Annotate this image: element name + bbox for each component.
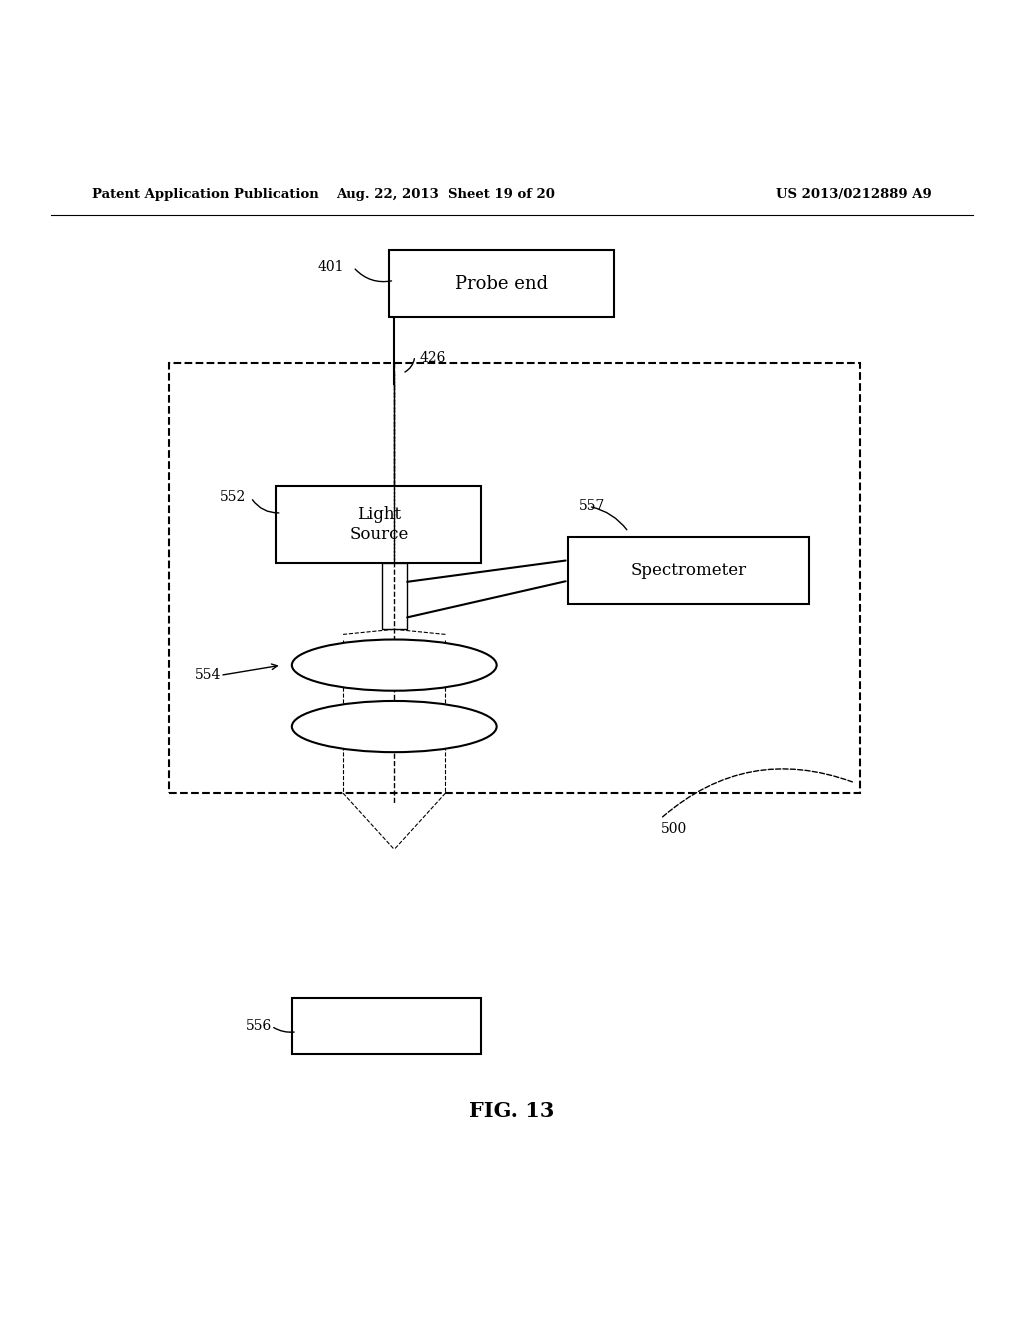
FancyBboxPatch shape: [382, 562, 407, 630]
FancyBboxPatch shape: [276, 486, 481, 562]
Ellipse shape: [292, 701, 497, 752]
Text: US 2013/0212889 A9: US 2013/0212889 A9: [776, 187, 932, 201]
Text: 401: 401: [317, 260, 344, 275]
Text: 557: 557: [579, 499, 605, 513]
Text: Patent Application Publication: Patent Application Publication: [92, 187, 318, 201]
Text: 552: 552: [220, 491, 247, 504]
Text: FIG. 13: FIG. 13: [469, 1101, 555, 1121]
Text: Spectrometer: Spectrometer: [631, 562, 746, 579]
Text: Aug. 22, 2013  Sheet 19 of 20: Aug. 22, 2013 Sheet 19 of 20: [336, 187, 555, 201]
Text: 554: 554: [195, 668, 221, 682]
FancyBboxPatch shape: [292, 998, 481, 1055]
Text: Probe end: Probe end: [456, 275, 548, 293]
Text: 500: 500: [660, 822, 687, 836]
FancyBboxPatch shape: [389, 251, 614, 317]
Text: 556: 556: [246, 1019, 272, 1034]
FancyBboxPatch shape: [568, 537, 809, 603]
FancyBboxPatch shape: [169, 363, 860, 793]
Text: 426: 426: [420, 351, 446, 364]
Ellipse shape: [292, 639, 497, 690]
Text: Light
Source: Light Source: [349, 506, 409, 543]
